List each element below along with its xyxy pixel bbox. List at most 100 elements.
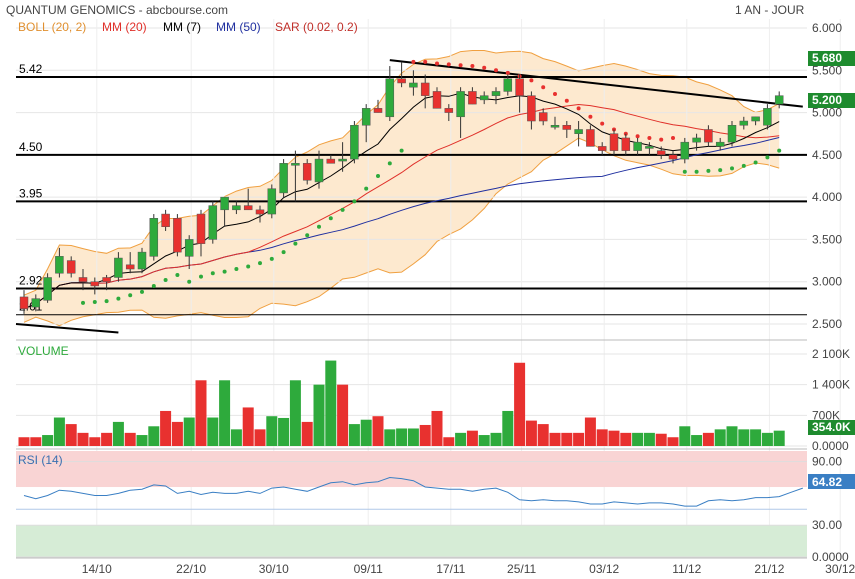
legend-mm7: MM (7) [163,20,201,34]
candle-up [279,163,288,194]
volume-bar-down [561,432,573,446]
candle-down [125,264,135,270]
sar-dot [116,296,121,301]
volume-bar-up [289,380,301,446]
sar-dot [317,224,321,229]
volume-bar-up [502,410,514,446]
legend-mm20: MM (20) [102,20,147,34]
candle-up [774,95,784,105]
candle-up [715,141,725,147]
sar-dot [470,64,475,69]
candle-up [137,251,147,270]
candle-up [55,256,64,274]
mm20-line [23,103,780,310]
volume-bar-down [89,437,101,446]
volume-bar-up [266,416,278,446]
volume-bar-up [360,419,372,446]
candle-down [432,91,442,109]
volume-bar-up [478,435,490,446]
last-rsi-label: 64.82 [812,475,842,489]
candle-down [102,277,111,282]
volume-bar-down [419,424,431,446]
volume-bar-down [160,410,172,446]
sar-dot [694,169,699,174]
volume-bar-up [726,426,738,446]
candle-down [90,281,100,287]
candle-up [479,95,489,101]
candle-up [385,78,395,118]
sar-dot [564,98,569,103]
volume-bar-up [384,429,396,446]
candle-down [397,78,406,84]
candle-up [291,163,300,166]
sar-dot [541,85,546,90]
sar-dot [187,279,192,284]
x-tick-label: 21/12 [754,562,784,576]
sar-dot [482,65,487,70]
candle-down [468,91,477,105]
candle-down [161,213,170,227]
candle-up [314,158,324,183]
chart-title: QUANTUM GENOMICS - abcbourse.com [6,3,228,17]
candle-up [350,125,359,160]
sar-dot [741,163,746,168]
level-label: 5.42 [19,62,43,76]
sar-dot [576,106,581,111]
volume-bar-down [655,433,667,446]
sar-dot [258,261,262,266]
sar-dot [175,272,180,277]
candle-down [373,108,383,113]
price-tick-label: 4.500 [812,148,842,162]
volume-bar-up [278,417,290,446]
sar-dot [364,186,369,191]
volume-y-axis: 2 100K 1 400K 700K 0.0000 [812,347,850,453]
volume-bar-down [514,362,526,446]
rsi-tick-label: 30.00 [812,518,842,532]
volume-panel: 2 100K 1 400K 700K 0.0000 VOLUME 354.0K [16,344,855,453]
volume-bar-up [691,435,703,446]
volume-tick-label: 700K [812,408,840,422]
candle-down [597,146,607,151]
sar-dot [81,300,85,305]
sar-dot [387,161,392,166]
candle-up [409,82,418,88]
resistance-price-tag [808,51,855,66]
candle-down [621,137,631,151]
sar-dot [730,166,734,171]
volume-bar-down [337,384,349,446]
sar-dot [234,267,239,272]
candle-down [255,209,265,215]
last-rsi-tag [808,474,855,489]
candle-down [656,150,666,156]
volume-bar-up [348,424,360,446]
volume-bar-up [136,435,148,446]
candle-down [78,277,88,282]
x-axis: 14/10 22/10 30/10 09/11 17/11 25/11 03/12 11/12… [82,562,855,576]
volume-bar-up [632,432,644,446]
sar-dot [529,78,534,83]
volume-bars [18,360,785,446]
x-tick-label: 03/12 [589,562,619,576]
sar-dot [706,168,711,173]
last-volume-label: 354.0K [812,420,851,434]
volume-bar-down [702,432,714,446]
price-tick-label: 3.000 [812,275,842,289]
candle-up [232,205,241,211]
sar-dot [199,274,203,279]
candle-down [538,112,548,122]
sar-dot [340,207,345,212]
volume-title: VOLUME [18,344,69,358]
candle-down [704,129,713,143]
legend-sar: SAR (0.02, 0.2) [275,20,358,34]
sar-dot [435,61,439,66]
volume-bar-down [620,432,632,446]
level-label: 3.95 [19,186,43,200]
candle-down [609,133,619,151]
volume-bar-down [254,429,266,446]
rsi-oversold-zone [16,525,807,557]
volume-bar-down [65,424,77,446]
sar-dot [151,283,156,288]
bollinger-band-area [24,50,780,326]
sar-dot [305,233,310,238]
volume-bar-down [18,437,30,446]
